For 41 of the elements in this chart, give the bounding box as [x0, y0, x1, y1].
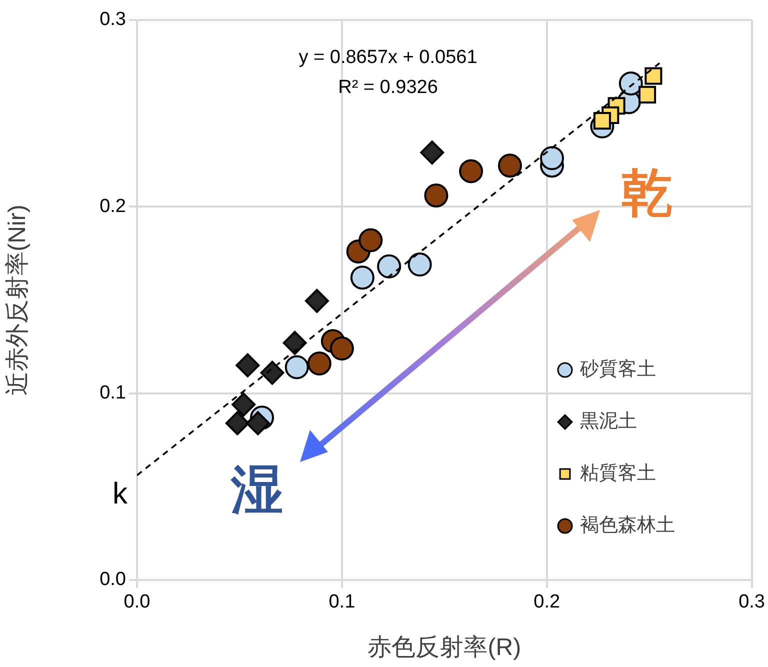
point [540, 146, 564, 170]
y-tick-label: 0.1 [100, 382, 126, 404]
annotation: y = 0.8657x + 0.0561 [298, 47, 478, 68]
point [350, 266, 374, 290]
point [358, 228, 383, 252]
annotation: k [112, 478, 128, 511]
point [232, 392, 256, 417]
point [408, 252, 432, 277]
point [282, 330, 307, 355]
point [644, 67, 662, 85]
x-tick-label: 0.1 [328, 592, 356, 613]
x-tick-label: 0.0 [124, 592, 150, 613]
point [330, 336, 354, 361]
annotation: 湿 [230, 461, 283, 520]
x-axis-title: 赤色反射率(R) [368, 634, 522, 662]
point [420, 140, 444, 165]
y-tick-label: 0.3 [100, 9, 126, 30]
legend-label: 褐色森林土 [580, 515, 675, 536]
point [307, 351, 332, 376]
point [246, 411, 270, 436]
point [618, 71, 643, 96]
x-tick-label: 0.2 [534, 592, 560, 613]
y-tick-label: 0.2 [100, 196, 126, 217]
annotation: R² = 0.9326 [338, 77, 438, 98]
point [459, 159, 484, 184]
y-tick-label: 0.0 [100, 569, 126, 590]
point [284, 355, 309, 380]
point [377, 254, 402, 278]
annotation: 乾 [621, 164, 673, 222]
x-tick-label: 0.3 [738, 592, 766, 613]
point [638, 86, 656, 104]
point [304, 288, 329, 313]
y-axis-title: 近赤外反射率(Nir) [4, 204, 32, 396]
legend-label: 砂質客土 [579, 358, 656, 380]
legend-label: 粘質客土 [580, 462, 656, 484]
point [498, 154, 522, 178]
point [424, 183, 448, 208]
legend-label: 黒泥土 [580, 411, 637, 432]
point [260, 360, 284, 385]
point [236, 353, 260, 378]
point [225, 411, 250, 436]
